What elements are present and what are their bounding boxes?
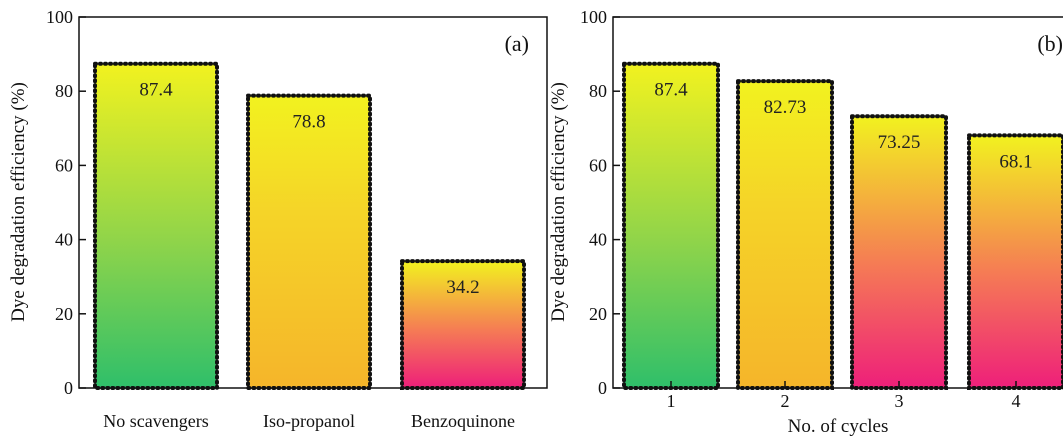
y-tick-label: 0 [64,378,73,398]
y-tick-label: 0 [598,378,607,398]
y-tick-label: 100 [46,7,73,27]
y-ticks-group: 0 20 40 60 80 100 [580,7,620,398]
bar-value-label: 68.1 [999,151,1032,172]
y-tick-label: 80 [589,81,607,101]
x-tick-label: 3 [895,391,904,411]
y-tick-label: 40 [55,230,73,250]
chart-panel-b: 87.4 82.73 73.25 68.1 0 20 40 60 80 100 1 2 3 4 (b)… [548,7,1063,437]
bars-group [93,61,526,391]
x-tick-label: 1 [667,391,676,411]
y-ticks-group: 0 20 40 60 80 100 [46,7,86,398]
bar-value-label: 87.4 [139,80,173,101]
chart-panel-a: 87.4 78.8 34.2 0 20 40 60 80 100 No scavengers I… [8,7,548,431]
y-tick-label: 80 [55,81,73,101]
value-labels-group: 87.4 78.8 34.2 [139,80,479,298]
bar-2 [736,79,834,391]
bar-3 [850,114,948,391]
x-axis-title: No. of cycles [788,416,889,437]
y-tick-label: 20 [589,304,607,324]
y-tick-label: 60 [55,155,73,175]
bar-value-label: 78.8 [292,112,325,133]
bar-value-label: 34.2 [446,277,479,298]
y-tick-label: 40 [589,230,607,250]
bar-2 [246,93,372,390]
x-tick-label: Iso-propanol [263,411,355,431]
y-tick-label: 60 [589,155,607,175]
panel-label: (b) [1037,31,1063,56]
y-axis-title: Dye degradation efficiency (%) [8,82,29,322]
x-tick-label: 4 [1012,391,1021,411]
panel-label: (a) [505,31,529,56]
x-ticks-group: No scavengers Iso-propanol Benzoquinone [103,411,515,431]
bar-4 [967,133,1063,390]
bar-value-label: 87.4 [654,80,688,101]
y-axis-title: Dye degradation efficiency (%) [548,82,569,322]
bar-value-label: 82.73 [764,97,807,118]
y-tick-label: 20 [55,304,73,324]
bar-1 [93,61,219,390]
bar-value-label: 73.25 [878,132,921,153]
bar-3 [400,259,526,391]
bars-group [622,61,1063,391]
x-ticks-group: 1 2 3 4 [667,381,1021,411]
bar-1 [622,61,720,390]
x-tick-label: No scavengers [103,411,208,431]
y-tick-label: 100 [580,7,607,27]
plot-frame [612,16,1063,389]
x-tick-label: Benzoquinone [411,411,515,431]
value-labels-group: 87.4 82.73 73.25 68.1 [654,80,1032,173]
x-tick-label: 2 [781,391,790,411]
